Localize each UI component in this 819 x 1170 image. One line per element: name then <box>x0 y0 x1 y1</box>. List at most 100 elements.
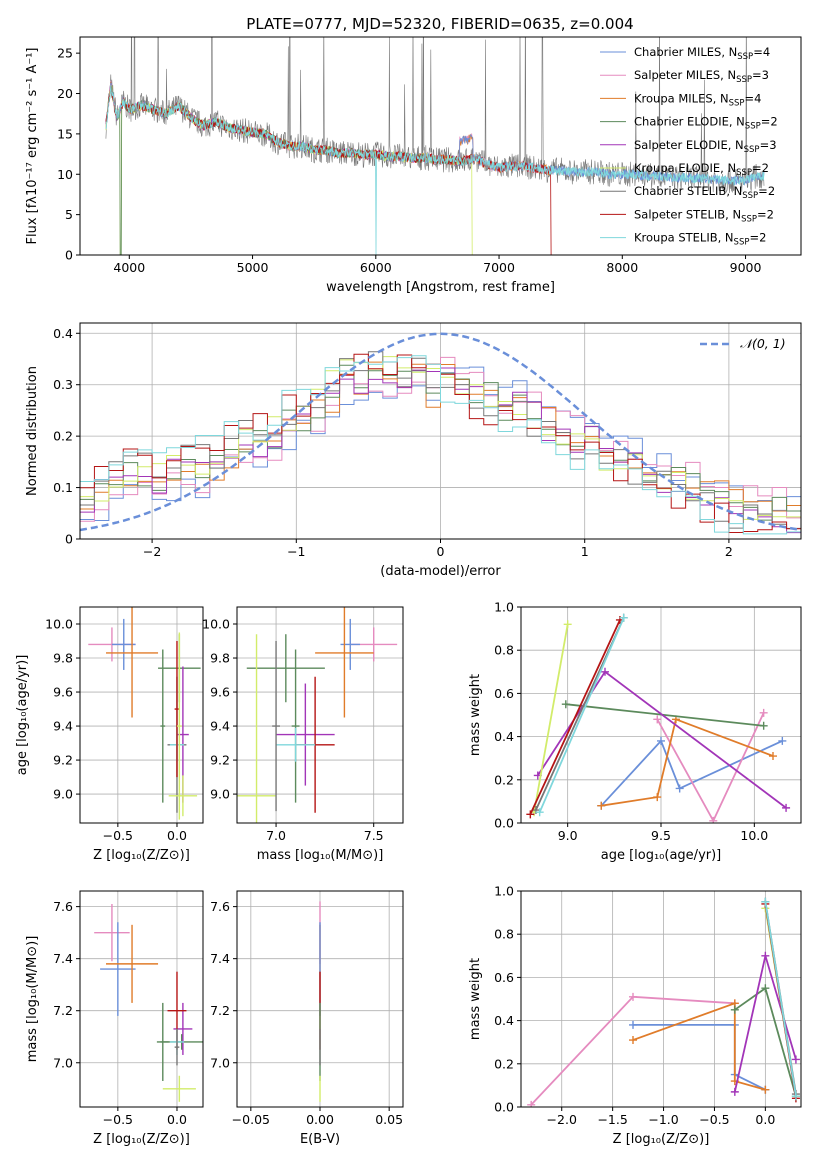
age-vs-z-plot: −0.5 0.0 9.0 9.2 9.4 9.6 9.8 10.0 Z [log₁₀(Z/Z⊙)… <box>15 606 204 863</box>
data-point <box>601 667 609 676</box>
y-axis-label: Flux [fλ10⁻¹⁷ erg cm⁻² s⁻¹ A⁻¹] <box>25 48 40 245</box>
x-axis-label: Z [log₁₀(Z/Z⊙)] <box>93 848 190 863</box>
y-axis-label: age [log₁₀(age/yr)] <box>15 655 30 776</box>
axes-frame <box>236 606 404 824</box>
data-point <box>791 1092 800 1101</box>
x-tick-label: −2 <box>143 544 161 559</box>
x-tick-label: 0 <box>437 544 445 559</box>
y-tick-label: 1.0 <box>494 884 514 899</box>
axes-frame <box>520 606 802 824</box>
x-tick-label: −0.05 <box>232 1112 270 1127</box>
x-tick-label: 0.0 <box>167 828 187 843</box>
y-tick-label: 7.2 <box>210 1003 230 1018</box>
x-tick-label: 10.0 <box>740 828 768 843</box>
y-tick-label: 10 <box>57 167 73 182</box>
y-tick-label: 0.2 <box>53 429 73 444</box>
data-point <box>761 897 770 906</box>
x-tick-label: 4000 <box>113 260 145 275</box>
y-tick-label: 9.8 <box>53 651 73 666</box>
y-tick-label: 20 <box>57 86 73 101</box>
weight-vs-z-plot: −2.0 −1.5 −1.0 −0.5 0.0 0.0 0.2 0.4 0.6 0.8 1.0 Z [… <box>468 884 802 1147</box>
x-tick-label: 0.00 <box>306 1112 334 1127</box>
series-line-salpeter_elodie <box>537 670 787 809</box>
data-point <box>561 700 570 709</box>
series-line-chabrier_elodie <box>565 703 764 727</box>
x-tick-label: 9000 <box>730 260 762 275</box>
series-line-kroupa_stelib <box>764 901 797 1097</box>
data-point <box>527 1100 536 1107</box>
y-tick-label: 0.6 <box>494 970 514 985</box>
legend-entry: Chabrier MILES, NSSP=4 <box>634 45 770 62</box>
x-tick-label: −1.5 <box>597 1112 627 1127</box>
data-point <box>759 708 768 717</box>
x-tick-label: −0.5 <box>103 828 133 843</box>
data-point <box>709 816 718 823</box>
x-tick-label: −1 <box>287 544 305 559</box>
data-point <box>769 752 777 761</box>
mass-vs-z-plot: −0.5 0.0 7.0 7.2 7.4 7.6 Z [log₁₀(Z/Z⊙)] mass [… <box>25 890 204 1147</box>
y-tick-label: 0.6 <box>494 686 514 701</box>
data-point <box>535 808 544 817</box>
spectrum-plot: 4000 5000 6000 7000 8000 9000 0 5 10 15 20 25 wavele… <box>25 36 802 295</box>
spectrum-title: PLATE=0777, MJD=52320, FIBERID=0635, z=0… <box>246 15 633 33</box>
series-line-kroupa_miles <box>601 718 774 807</box>
series-line-kroupa_elodie <box>533 624 569 813</box>
legend-entry: Chabrier STELIB, NSSP=2 <box>634 184 775 201</box>
spectrum-legend: Chabrier MILES, NSSP=4 Salpeter MILES, NS… <box>600 45 778 248</box>
series-line-chabrier_miles <box>600 739 783 807</box>
y-tick-label: 0 <box>65 248 73 263</box>
y-tick-label: 10.0 <box>45 617 73 632</box>
legend-entry: Salpeter MILES, NSSP=3 <box>634 68 769 85</box>
x-tick-label: 0.0 <box>755 1112 775 1127</box>
y-tick-label: 0.0 <box>494 816 514 831</box>
legend-entry: Salpeter STELIB, NSSP=2 <box>634 207 774 224</box>
legend-entry: Chabrier ELODIE, NSSP=2 <box>634 115 778 132</box>
y-axis-label: Normed distribution <box>25 366 40 496</box>
x-tick-label: 0.0 <box>167 1112 187 1127</box>
y-tick-label: 9.2 <box>53 753 73 768</box>
y-tick-label: 0.2 <box>494 772 514 787</box>
y-tick-label: 0.2 <box>494 1056 514 1071</box>
y-axis-label: mass weight <box>468 674 483 756</box>
y-tick-label: 7.4 <box>53 951 73 966</box>
axes-frame <box>79 890 204 1108</box>
y-tick-label: 9.0 <box>210 787 230 802</box>
data-point <box>730 1005 739 1014</box>
plot-area <box>80 332 801 535</box>
age-vs-mass-plot: 7.0 7.5 9.0 9.2 9.4 9.6 9.8 10.0 mass [log₁₀(M/M… <box>202 606 404 863</box>
data-point <box>563 620 572 629</box>
y-tick-label: 9.4 <box>210 719 230 734</box>
y-tick-label: 25 <box>57 46 73 61</box>
data-point <box>526 810 535 819</box>
plot-area <box>88 607 201 820</box>
x-tick-label: 7000 <box>483 260 515 275</box>
x-tick-label: 7.5 <box>364 828 384 843</box>
y-tick-label: 0.4 <box>53 326 73 341</box>
histogram-kroupa_stelib <box>80 355 801 535</box>
data-point <box>761 1085 770 1094</box>
plot-area <box>105 37 765 255</box>
data-point <box>657 736 665 745</box>
x-tick-label: 1 <box>581 544 589 559</box>
x-tick-label: 9.0 <box>558 828 578 843</box>
axes-frame <box>79 606 204 824</box>
x-tick-label: −0.5 <box>699 1112 729 1127</box>
axes-frame <box>79 322 802 540</box>
y-tick-label: 9.4 <box>53 719 73 734</box>
x-tick-label: 0.05 <box>375 1112 403 1127</box>
y-tick-label: 0.4 <box>494 1013 514 1028</box>
legend-entry: Kroupa MILES, NSSP=4 <box>634 91 761 108</box>
data-point <box>782 803 791 812</box>
y-axis-label: mass [log₁₀(M/M⊙)] <box>25 936 40 1063</box>
data-point <box>629 1020 637 1029</box>
y-tick-label: 9.2 <box>210 753 230 768</box>
x-tick-label: 6000 <box>360 260 392 275</box>
y-tick-label: 0 <box>65 532 73 547</box>
x-tick-label: −2.0 <box>547 1112 577 1127</box>
x-tick-label: 9.5 <box>651 828 671 843</box>
data-point <box>759 721 768 730</box>
normal-curve <box>80 332 801 532</box>
y-tick-label: 0.1 <box>53 480 73 495</box>
y-tick-label: 9.6 <box>210 685 230 700</box>
y-tick-label: 9.8 <box>210 651 230 666</box>
